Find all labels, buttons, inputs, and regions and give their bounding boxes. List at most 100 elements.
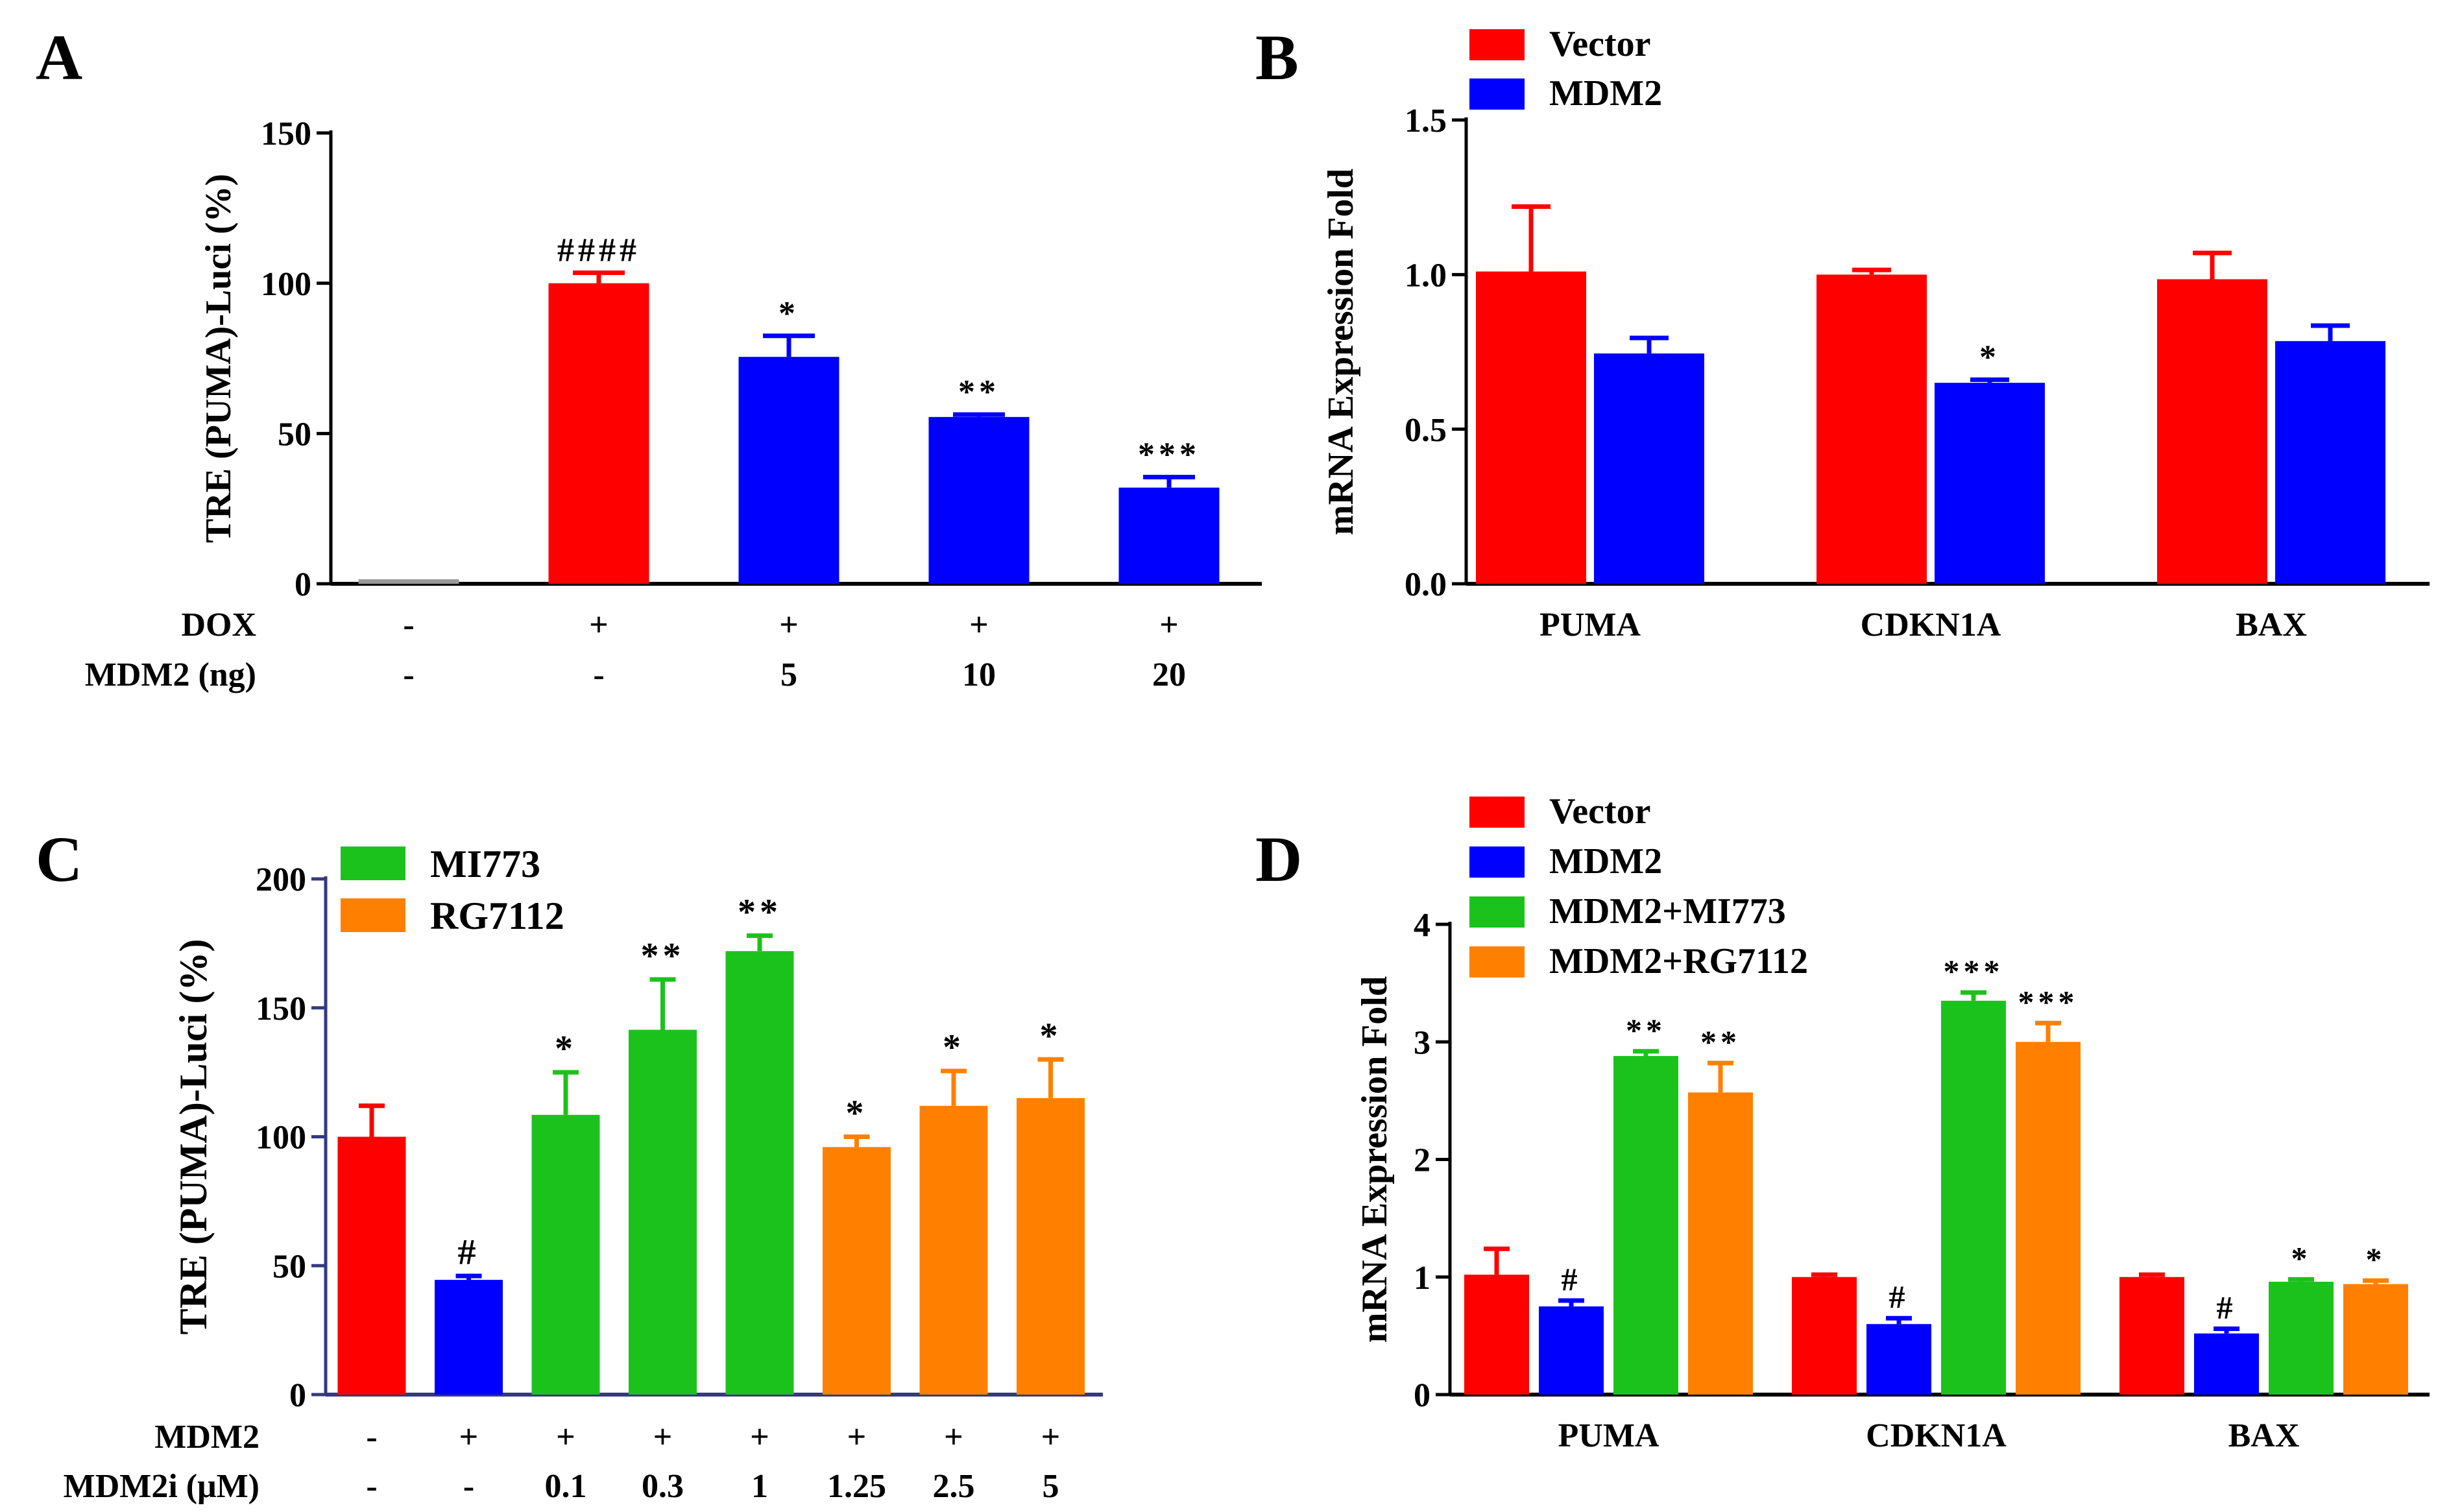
bar (928, 416, 1030, 584)
condition-value: - (403, 656, 414, 693)
y-tick-label: 1.5 (1405, 102, 1447, 139)
x-category-label: BAX (2228, 1417, 2300, 1454)
significance-label: *** (1138, 437, 1200, 474)
bar (2157, 279, 2267, 584)
significance-label: #### (557, 232, 640, 269)
bar (2275, 341, 2385, 584)
panel-label-d: D (1255, 823, 1302, 895)
bar (1476, 271, 1586, 584)
significance-label: ** (1626, 1012, 1666, 1048)
y-tick-label: 200 (256, 861, 306, 898)
x-category-label: CDKN1A (1866, 1417, 2007, 1454)
y-tick-label: 150 (261, 115, 311, 152)
x-category-label: BAX (2236, 606, 2307, 643)
bar (1941, 1000, 2006, 1395)
legend-swatch (1469, 896, 1525, 928)
y-tick-label: 0 (1414, 1377, 1430, 1414)
panel-label-b: B (1255, 21, 1299, 93)
condition-value: - (403, 606, 414, 643)
y-axis-title: mRNA Expression Fold (1321, 169, 1361, 535)
y-tick-label: 150 (256, 990, 306, 1027)
condition-value: 0.3 (642, 1468, 684, 1505)
condition-value: 20 (1152, 656, 1186, 693)
condition-value: + (847, 1419, 867, 1456)
condition-value: + (969, 606, 989, 643)
bar (738, 357, 839, 584)
legend-swatch (1469, 946, 1525, 978)
y-tick-label: 1 (1414, 1260, 1430, 1297)
condition-value: + (1159, 606, 1179, 643)
bar (1866, 1324, 1931, 1395)
significance-label: * (846, 1094, 868, 1134)
x-category-label: CDKN1A (1861, 606, 2001, 643)
y-axis-title: mRNA Expression Fold (1355, 976, 1395, 1343)
bar (358, 579, 459, 584)
y-tick-label: 100 (261, 266, 311, 303)
bar (1792, 1277, 1857, 1395)
legend-label: Vector (1549, 24, 1651, 64)
condition-value: + (589, 606, 609, 643)
significance-label: * (778, 295, 799, 332)
condition-value: 1 (751, 1468, 768, 1505)
significance-label: ** (641, 936, 685, 976)
significance-label: * (943, 1027, 965, 1068)
condition-value: + (750, 1419, 769, 1456)
significance-label: *** (2018, 983, 2079, 1020)
bar (1118, 487, 1220, 584)
significance-label: # (458, 1232, 480, 1273)
bar (2343, 1284, 2408, 1395)
legend-label: RG7112 (430, 894, 564, 937)
significance-label: # (2217, 1290, 2237, 1326)
y-tick-label: 0.0 (1405, 566, 1447, 603)
bar (823, 1147, 891, 1395)
x-category-label: PUMA (1539, 606, 1641, 643)
panel-label-c: C (36, 823, 82, 895)
condition-value: 0.1 (545, 1468, 587, 1505)
significance-label: # (1889, 1278, 1909, 1315)
significance-label: * (1979, 339, 2000, 376)
legend-swatch (1469, 29, 1525, 60)
condition-value: 1.25 (827, 1468, 886, 1505)
legend-swatch (341, 898, 405, 932)
y-tick-label: 100 (256, 1120, 306, 1157)
panel-label-a: A (36, 21, 82, 93)
condition-value: + (459, 1419, 479, 1456)
legend-label: Vector (1549, 791, 1651, 832)
condition-value: + (944, 1419, 963, 1456)
bar (2016, 1042, 2081, 1395)
bar (2119, 1277, 2184, 1395)
bar (1935, 383, 2045, 584)
condition-value: - (593, 656, 604, 693)
significance-label: * (2366, 1241, 2386, 1277)
significance-label: * (1040, 1016, 1062, 1056)
y-tick-label: 0.5 (1405, 412, 1447, 449)
panel-b-chart: 0.0 0.5 1.0 1.5 mRNA Expression Fold PUMA * CDK… (1321, 24, 2430, 643)
legend-swatch (1469, 78, 1525, 110)
condition-value: - (463, 1468, 474, 1505)
legend-label: MI773 (430, 843, 540, 885)
bar (1613, 1056, 1678, 1395)
bar (2194, 1333, 2259, 1395)
y-tick-label: 1.0 (1405, 258, 1447, 294)
y-tick-label: 3 (1414, 1024, 1430, 1061)
condition-value: + (653, 1419, 673, 1456)
legend-swatch (341, 846, 405, 880)
bar (337, 1136, 406, 1395)
condition-value: 5 (1043, 1468, 1059, 1505)
condition-row-label: MDM2 (ng) (85, 656, 256, 693)
legend-label: MDM2+RG7112 (1549, 941, 1808, 981)
significance-label: ** (958, 374, 1000, 411)
bar (1464, 1275, 1529, 1395)
x-category-label: PUMA (1558, 1417, 1660, 1454)
y-tick-label: 4 (1414, 907, 1430, 944)
y-axis-title: TRE (PUMA)-Luci (%) (199, 174, 239, 543)
condition-value: 2.5 (933, 1468, 975, 1505)
legend-swatch (1469, 846, 1525, 878)
bar (1017, 1098, 1085, 1395)
bar (725, 951, 794, 1395)
significance-label: ** (738, 892, 782, 932)
